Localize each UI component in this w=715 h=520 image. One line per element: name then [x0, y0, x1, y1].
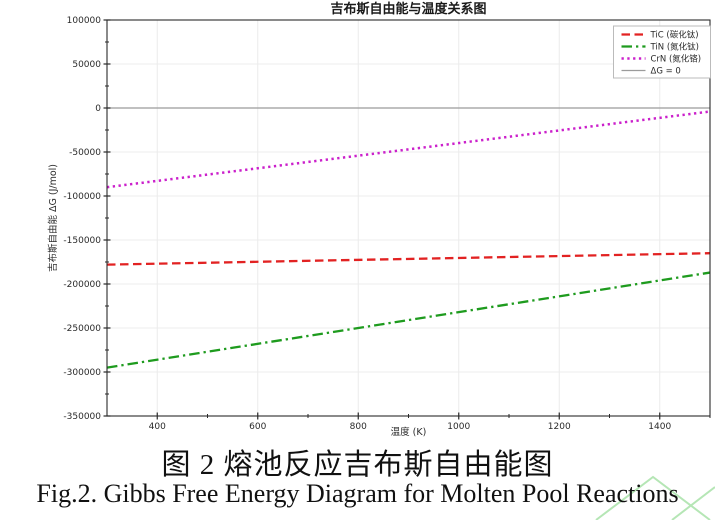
x-tick-label: 600: [249, 422, 266, 432]
x-tick-label: 1200: [548, 422, 571, 432]
legend-label: TiN (氮化钛): [650, 42, 700, 53]
y-tick-label: -200000: [63, 280, 101, 290]
series-line-TiC: [106, 252, 711, 266]
plot-frame: [106, 19, 711, 417]
y-tick-label: -350000: [63, 412, 101, 422]
legend-label: TiC (碳化钛): [650, 30, 699, 41]
y-tick-label: -150000: [63, 236, 101, 246]
x-tick-label: 1400: [648, 422, 671, 432]
y-tick-label: -100000: [63, 192, 101, 202]
caption-english: Fig.2. Gibbs Free Energy Diagram for Mol…: [36, 479, 679, 508]
legend-label: ΔG = 0: [651, 67, 681, 77]
y-tick-label: 0: [95, 104, 101, 114]
y-tick-label: -50000: [69, 148, 101, 158]
y-tick-label: 100000: [67, 16, 102, 26]
y-axis-label: 吉布斯自由能 ΔG (J/mol): [47, 164, 59, 272]
y-tick-label: -300000: [63, 368, 101, 378]
gibbs-energy-chart: 400 600 800 1000 1200 1400 100000 50000 0 -50000 -…: [47, 1, 711, 438]
watermark-decoration: [595, 475, 715, 520]
x-tick-label: 800: [350, 422, 367, 432]
series-line-TiN: [106, 271, 711, 369]
y-tick-label: -250000: [63, 324, 101, 334]
x-tick-label: 400: [149, 422, 166, 432]
y-tick-label: 50000: [72, 60, 101, 70]
watermark-line: [671, 486, 715, 520]
series-line-CrN: [106, 110, 711, 189]
caption-chinese: 图 2 熔池反应吉布斯自由能图: [161, 449, 554, 481]
legend-label: CrN (氮化铬): [651, 54, 702, 65]
chart-title: 吉布斯自由能与温度关系图: [330, 1, 486, 17]
x-axis-label: 温度 (K): [391, 426, 427, 438]
x-tick-label: 1000: [447, 422, 470, 432]
